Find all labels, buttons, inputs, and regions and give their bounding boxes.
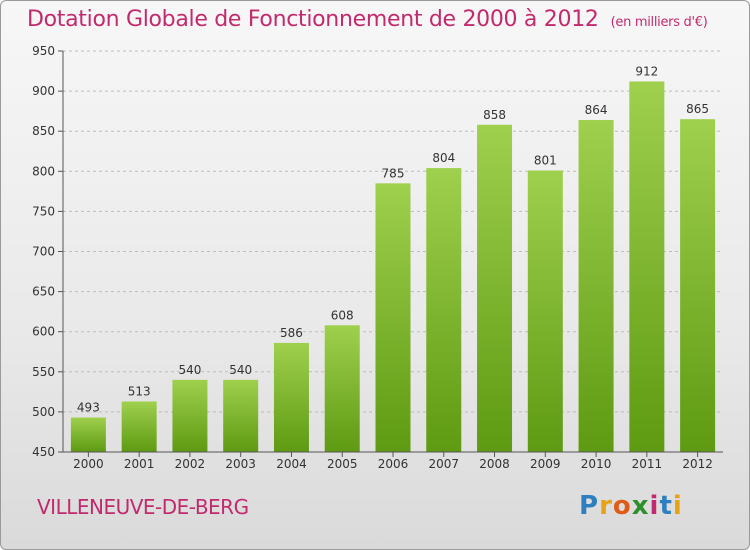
x-tick-label-2010: 2010 (581, 457, 612, 471)
x-tick-label-2007: 2007 (428, 457, 459, 471)
x-tick-label-2011: 2011 (632, 457, 663, 471)
logo-letter: o (612, 491, 632, 521)
logo-letter: i (649, 491, 660, 521)
data-labels: 493 513 540 540 586 608 785 804 858 801 864 912 865 (77, 64, 709, 414)
x-tick-label-2003: 2003 (225, 457, 256, 471)
bar-2006 (375, 183, 411, 452)
x-tick-label-2001: 2001 (124, 457, 155, 471)
x-tick-label-2008: 2008 (479, 457, 510, 471)
bar-2003 (223, 379, 259, 452)
bar-2000 (70, 417, 106, 452)
chart-title: Dotation Globale de Fonctionnement de 20… (27, 7, 708, 32)
y-tick-label: 800 (32, 164, 55, 178)
bar-2010 (578, 119, 614, 453)
x-tick-label-2012: 2012 (682, 457, 713, 471)
bar-2011 (629, 81, 665, 452)
value-label-2005: 608 (331, 308, 354, 322)
bar-2005 (324, 325, 360, 452)
chart-title-text: Dotation Globale de Fonctionnement de 20… (27, 7, 599, 32)
logo-letter: r (599, 491, 613, 521)
y-tick-label: 600 (32, 325, 55, 339)
x-tick-label-2004: 2004 (276, 457, 307, 471)
value-label-2009: 801 (534, 153, 557, 167)
x-axis-ticks: 2000 2001 2002 2003 2004 2005 2006 2007 2008 2009… (73, 452, 713, 471)
x-tick-label-2002: 2002 (175, 457, 206, 471)
logo-letter: i (672, 491, 683, 521)
y-axis-ticks: 450 500 550 600 650 700 750 800 850 900 950 (32, 44, 63, 459)
commune-name: VILLENEUVE-DE-BERG (37, 495, 249, 519)
bar-2009 (527, 170, 563, 453)
value-label-2010: 864 (585, 103, 608, 117)
value-label-2008: 858 (483, 108, 506, 122)
value-label-2002: 540 (178, 363, 201, 377)
bar-2008 (477, 124, 513, 452)
value-label-2006: 785 (382, 166, 405, 180)
value-label-2000: 493 (77, 401, 100, 415)
y-tick-label: 500 (32, 405, 55, 419)
value-label-2011: 912 (635, 64, 658, 78)
logo-letter: x (631, 491, 650, 521)
value-label-2004: 586 (280, 326, 303, 340)
x-tick-label-2000: 2000 (73, 457, 104, 471)
y-tick-label: 650 (32, 285, 55, 299)
y-tick-label: 950 (32, 44, 55, 58)
y-tick-label: 700 (32, 245, 55, 259)
y-tick-label: 850 (32, 124, 55, 138)
logo-letter: P (579, 491, 600, 521)
value-label-2001: 513 (128, 384, 151, 398)
proxiti-logo: Proxiti (579, 491, 683, 521)
x-tick-label-2009: 2009 (530, 457, 561, 471)
value-label-2012: 865 (686, 102, 709, 116)
bar-2012 (680, 119, 716, 453)
chart-subtitle: (en milliers d'€) (610, 15, 708, 30)
logo-letter: t (659, 491, 673, 521)
y-tick-label: 750 (32, 204, 55, 218)
bars (70, 81, 716, 453)
x-tick-label-2006: 2006 (378, 457, 409, 471)
bar-2004 (273, 342, 309, 452)
bar-2001 (121, 401, 157, 452)
bar-2007 (426, 168, 462, 453)
value-label-2007: 804 (432, 151, 455, 165)
x-tick-label-2005: 2005 (327, 457, 358, 471)
value-label-2003: 540 (229, 363, 252, 377)
axes (62, 51, 723, 453)
y-tick-label: 450 (32, 445, 55, 459)
y-tick-label: 900 (32, 84, 55, 98)
bar-2002 (172, 379, 208, 452)
y-tick-label: 550 (32, 365, 55, 379)
